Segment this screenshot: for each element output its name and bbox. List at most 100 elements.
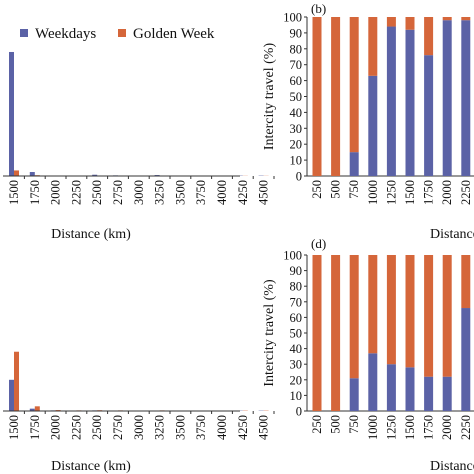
x-axis-title-b: Distance (km) [430, 227, 474, 242]
x-tick-label-c-1500: 1500 [7, 415, 21, 440]
x-tick-label-d-1750: 1750 [422, 415, 436, 440]
y-tick-label-d-30: 30 [290, 358, 303, 372]
bar-d-golden-week-250 [312, 255, 322, 411]
y-tick-label-d-20: 20 [290, 373, 303, 387]
panel-label-bg-d [308, 235, 334, 251]
x-tick-label-a-2000: 2000 [49, 180, 63, 205]
bar-d-weekdays-750 [349, 378, 359, 411]
legend-label-golden-week: Golden Week [133, 26, 215, 42]
x-tick-label-a-1750: 1750 [28, 180, 42, 205]
x-tick-label-c-3000: 3000 [132, 415, 146, 440]
x-tick-label-a-4250: 4250 [236, 180, 250, 205]
bar-b-golden-week-750 [349, 17, 359, 153]
y-tick-label-d-70: 70 [290, 295, 303, 309]
bar-d-weekdays-1750 [424, 376, 434, 411]
bar-c-golden-week-1500 [14, 351, 19, 411]
bar-b-weekdays-1000 [368, 75, 378, 176]
bar-d-weekdays-1500 [405, 367, 415, 411]
bar-d-weekdays-2250 [461, 308, 471, 411]
x-tick-label-a-2750: 2750 [111, 180, 125, 205]
panel-label-bg-b [308, 0, 334, 16]
y-tick-label-b-30: 30 [290, 122, 303, 136]
legend-swatch-golden-week [118, 29, 126, 37]
y-tick-label-b-10: 10 [290, 154, 303, 168]
x-tick-label-b-1500: 1500 [403, 180, 417, 205]
bar-c-weekdays-1750 [29, 408, 35, 411]
y-tick-label-b-70: 70 [290, 58, 303, 72]
bar-b-weekdays-1250 [386, 26, 396, 176]
bar-a-weekdays-1500 [9, 51, 14, 177]
x-tick-label-b-750: 750 [347, 180, 361, 199]
x-tick-label-a-3250: 3250 [153, 180, 167, 205]
bar-c-golden-week-1750 [34, 406, 40, 411]
x-tick-label-b-2000: 2000 [440, 180, 454, 205]
x-tick-label-a-3000: 3000 [132, 180, 146, 205]
bar-d-weekdays-1000 [368, 353, 378, 411]
x-tick-label-d-1250: 1250 [384, 415, 398, 440]
y-tick-label-b-0: 0 [296, 170, 302, 184]
x-tick-label-a-4500: 4500 [257, 180, 271, 205]
bar-b-golden-week-2000 [442, 17, 452, 21]
bar-d-weekdays-2000 [442, 376, 452, 411]
x-tick-label-b-250: 250 [310, 180, 324, 199]
x-tick-label-a-2250: 2250 [69, 180, 83, 205]
bar-b-golden-week-1500 [405, 17, 415, 30]
y-tick-label-d-90: 90 [290, 264, 303, 278]
y-tick-label-d-50: 50 [290, 327, 303, 341]
y-tick-label-d-100: 100 [283, 249, 302, 263]
x-tick-label-c-4500: 4500 [257, 415, 271, 440]
x-tick-label-d-750: 750 [347, 415, 361, 434]
x-axis-title-a: Distance (km) [51, 227, 131, 242]
y-tick-label-b-80: 80 [290, 42, 303, 56]
panel-label-b: (b) [311, 1, 326, 16]
x-tick-label-c-2250: 2250 [69, 415, 83, 440]
bar-a-golden-week-1500 [14, 170, 19, 176]
x-tick-label-c-3250: 3250 [153, 415, 167, 440]
bar-a-weekdays-2500 [92, 174, 98, 176]
y-tick-label-d-80: 80 [290, 280, 303, 294]
bar-d-golden-week-500 [331, 255, 341, 411]
x-tick-label-c-3500: 3500 [173, 415, 187, 440]
y-axis-title-d: Intercity travel (%) [262, 279, 277, 387]
bar-b-weekdays-1500 [405, 29, 415, 176]
chart-panel-c: 1500 1750 2000 2250 2500 2750 3000 3250 3500 3750… [3, 351, 275, 474]
y-tick-label-b-50: 50 [290, 90, 303, 104]
y-tick-label-b-90: 90 [290, 26, 303, 40]
chart-panel-a: 1500 1750 2000 2250 2500 2750 3000 3250 3500 3750… [3, 51, 275, 242]
y-tick-label-d-10: 10 [290, 389, 303, 403]
legend-swatch-weekdays [20, 29, 28, 37]
bar-a-weekdays-1750 [29, 172, 35, 176]
x-tick-label-d-2000: 2000 [440, 415, 454, 440]
y-tick-label-d-0: 0 [296, 405, 302, 419]
bar-b-golden-week-1000 [368, 17, 378, 76]
legend-label-weekdays: Weekdays [35, 26, 96, 42]
x-tick-label-d-500: 500 [329, 415, 343, 434]
bar-b-golden-week-500 [331, 17, 341, 176]
y-tick-label-b-60: 60 [290, 74, 303, 88]
bar-c-weekdays-1500 [9, 379, 14, 411]
bar-d-golden-week-1500 [405, 255, 415, 368]
bar-b-weekdays-2000 [442, 20, 452, 177]
x-tick-label-d-250: 250 [310, 415, 324, 434]
bar-b-golden-week-250 [312, 17, 322, 176]
bar-d-golden-week-2000 [442, 255, 452, 377]
x-tick-label-c-2500: 2500 [90, 415, 104, 440]
bar-d-golden-week-750 [349, 255, 359, 379]
bar-b-weekdays-2250 [461, 20, 471, 177]
x-tick-label-a-2500: 2500 [90, 180, 104, 205]
x-tick-label-c-2750: 2750 [111, 415, 125, 440]
bar-b-golden-week-1250 [386, 17, 396, 27]
bar-d-golden-week-1000 [368, 255, 378, 354]
bar-d-weekdays-1250 [386, 364, 396, 411]
x-tick-label-b-1250: 1250 [384, 180, 398, 205]
x-axis-title-d: Distance (km) [430, 459, 474, 474]
bar-d-golden-week-1250 [386, 255, 396, 365]
bar-d-golden-week-1750 [424, 255, 434, 377]
y-axis-title-b: Intercity travel (%) [262, 43, 277, 151]
y-tick-label-b-40: 40 [290, 106, 303, 120]
x-tick-label-c-1750: 1750 [28, 415, 42, 440]
bar-b-golden-week-2250 [461, 17, 471, 21]
